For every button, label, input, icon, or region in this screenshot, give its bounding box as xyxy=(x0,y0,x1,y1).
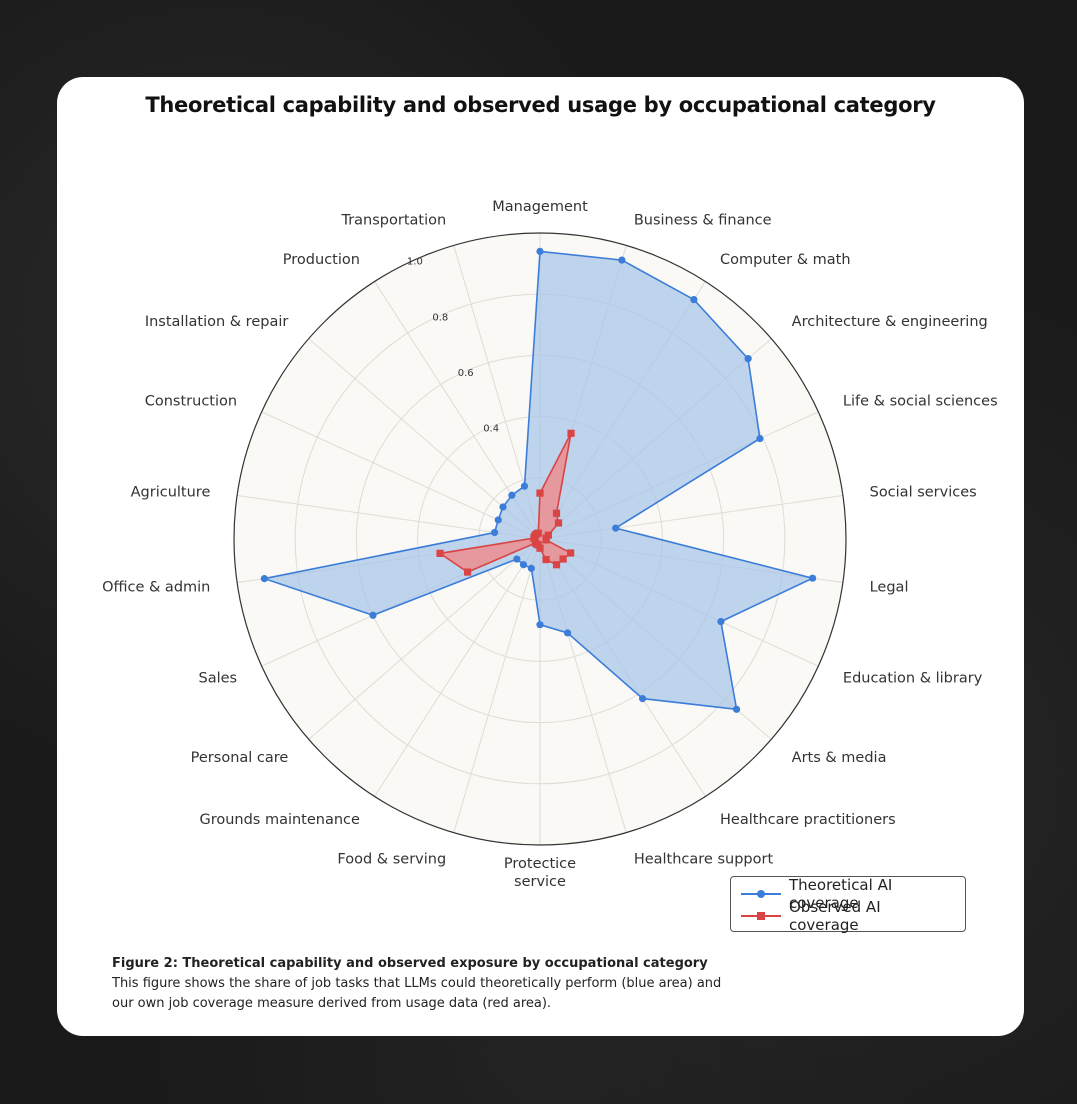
category-label: Architecture & engineering xyxy=(792,314,988,330)
grid-spoke xyxy=(453,538,541,833)
data-point-theoretical xyxy=(369,611,377,619)
legend-marker-theoretical xyxy=(741,890,781,898)
data-point-theoretical xyxy=(744,355,752,363)
caption-body: This figure shows the share of job tasks… xyxy=(112,976,722,1011)
data-point-observed xyxy=(567,429,575,437)
data-point-theoretical xyxy=(494,516,502,524)
grid-spoke xyxy=(261,411,541,540)
category-label: Office & admin xyxy=(102,579,210,595)
data-point-observed xyxy=(559,555,567,563)
data-point-observed xyxy=(567,549,575,557)
data-point-theoretical xyxy=(519,561,528,569)
data-point-theoretical xyxy=(490,528,499,537)
data-point-theoretical xyxy=(717,618,725,626)
data-point-observed xyxy=(531,539,539,547)
category-label: Social services xyxy=(870,485,977,501)
data-point-theoretical xyxy=(563,629,572,637)
category-label: Protectice service xyxy=(504,856,576,890)
data-point-theoretical xyxy=(520,482,529,490)
legend-item-observed: Observed AI coverage xyxy=(741,898,955,934)
category-label: Life & social sciences xyxy=(843,394,998,410)
data-point-theoretical xyxy=(612,524,620,532)
category-label: Personal care xyxy=(191,750,289,766)
category-label: Arts & media xyxy=(792,750,887,766)
category-label: Healthcare support xyxy=(634,852,774,868)
grid-spoke xyxy=(237,494,541,540)
data-point-theoretical xyxy=(527,564,535,572)
category-label: Healthcare practitioners xyxy=(720,812,896,828)
data-point-observed xyxy=(552,561,561,569)
data-point-observed xyxy=(542,536,550,544)
outer-ring xyxy=(233,232,847,846)
category-label: Production xyxy=(283,252,360,268)
data-point-observed xyxy=(464,568,472,576)
data-point-observed xyxy=(534,529,542,537)
data-point-theoretical xyxy=(536,621,544,629)
category-label: Installation & repair xyxy=(145,314,289,330)
radial-tick-label: 0.8 xyxy=(432,312,448,323)
data-point-theoretical xyxy=(690,295,698,304)
category-label: Computer & math xyxy=(720,252,851,268)
category-label: Agriculture xyxy=(131,485,211,501)
data-point-theoretical xyxy=(618,256,626,264)
data-point-observed xyxy=(542,555,550,564)
category-label: Education & library xyxy=(843,670,983,686)
radial-tick-label: 0.6 xyxy=(458,368,474,379)
category-label: Grounds maintenance xyxy=(199,812,360,828)
legend-label-observed: Observed AI coverage xyxy=(789,898,881,934)
data-point-observed xyxy=(536,489,544,497)
grid-spoke xyxy=(308,538,541,740)
legend-item-theoretical: Theoretical AI coverage xyxy=(741,876,955,912)
radar-chart: 0.4 0.6 0.8 1.0 Management Business & finance… xyxy=(102,199,998,890)
caption-title: Figure 2: Theoretical capability and obs… xyxy=(112,956,708,971)
category-label: Construction xyxy=(145,394,237,410)
data-point-observed xyxy=(436,549,444,557)
category-label: Management xyxy=(492,199,588,215)
category-label: Food & serving xyxy=(337,852,446,868)
radial-tick-label: 1.0 xyxy=(407,257,423,268)
chart-legend: Theoretical AI coverage Observed AI cove… xyxy=(730,876,966,934)
data-point-observed xyxy=(552,509,561,517)
chart-title: Theoretical capability and observed usag… xyxy=(145,93,936,117)
category-label: Sales xyxy=(198,670,237,686)
data-point-theoretical xyxy=(808,574,817,582)
category-label: Legal xyxy=(870,579,909,595)
category-label: Transportation xyxy=(340,212,446,228)
data-point-theoretical xyxy=(638,695,647,703)
data-point-theoretical xyxy=(536,247,544,255)
data-point-theoretical xyxy=(499,503,507,511)
legend-marker-observed xyxy=(741,912,781,920)
figure-caption: Figure 2: Theoretical capability and obs… xyxy=(112,954,732,1014)
data-point-theoretical xyxy=(260,575,268,583)
data-point-theoretical xyxy=(513,555,521,563)
radial-tick-label: 0.4 xyxy=(483,424,499,435)
data-point-theoretical xyxy=(732,705,741,713)
grid-spoke xyxy=(374,538,541,797)
figure-card: Theoretical capability and observed usag… xyxy=(57,77,1024,1036)
data-point-theoretical xyxy=(756,434,764,443)
data-point-observed xyxy=(554,519,563,527)
category-label: Business & finance xyxy=(634,212,772,228)
legend-label-theoretical: Theoretical AI coverage xyxy=(789,876,893,912)
data-point-theoretical xyxy=(508,491,516,499)
